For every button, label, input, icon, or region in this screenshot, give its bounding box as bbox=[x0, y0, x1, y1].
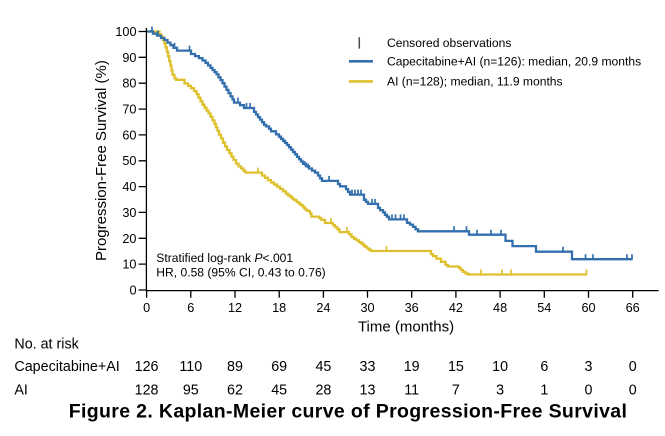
svg-text:12: 12 bbox=[228, 301, 242, 315]
svg-text:60: 60 bbox=[581, 301, 595, 315]
svg-text:19: 19 bbox=[404, 359, 420, 375]
svg-text:No. at risk: No. at risk bbox=[14, 337, 79, 353]
svg-text:HR, 0.58 (95% CI, 0.43 to 0.76: HR, 0.58 (95% CI, 0.43 to 0.76) bbox=[156, 266, 325, 280]
svg-text:33: 33 bbox=[360, 359, 376, 375]
svg-text:Capecitabine+AI (n=126): media: Capecitabine+AI (n=126): median, 20.9 mo… bbox=[387, 55, 641, 69]
svg-text:13: 13 bbox=[360, 382, 376, 398]
svg-text:128: 128 bbox=[135, 382, 159, 398]
svg-text:89: 89 bbox=[227, 359, 243, 375]
svg-text:Stratified log-rank P<.001: Stratified log-rank P<.001 bbox=[156, 251, 293, 265]
svg-text:Censored observations: Censored observations bbox=[387, 36, 511, 50]
svg-text:95: 95 bbox=[183, 382, 199, 398]
svg-text:0: 0 bbox=[629, 382, 637, 398]
svg-text:62: 62 bbox=[227, 382, 243, 398]
svg-text:11: 11 bbox=[404, 382, 419, 398]
svg-text:24: 24 bbox=[316, 301, 330, 315]
svg-text:7: 7 bbox=[452, 382, 460, 398]
svg-text:Capecitabine+AI: Capecitabine+AI bbox=[14, 359, 119, 375]
svg-text:0: 0 bbox=[585, 382, 593, 398]
svg-text:3: 3 bbox=[496, 382, 504, 398]
svg-text:28: 28 bbox=[315, 382, 331, 398]
svg-text:18: 18 bbox=[272, 301, 286, 315]
svg-text:69: 69 bbox=[271, 359, 287, 375]
svg-text:30: 30 bbox=[360, 301, 374, 315]
svg-text:100: 100 bbox=[115, 25, 136, 39]
svg-text:10: 10 bbox=[122, 258, 136, 272]
svg-text:6: 6 bbox=[540, 359, 548, 375]
svg-text:90: 90 bbox=[122, 51, 136, 65]
svg-text:Progression-Free Survival (%): Progression-Free Survival (%) bbox=[93, 60, 110, 261]
svg-text:50: 50 bbox=[122, 154, 136, 168]
svg-text:80: 80 bbox=[122, 77, 136, 91]
svg-text:66: 66 bbox=[626, 301, 640, 315]
svg-text:Time (months): Time (months) bbox=[358, 318, 454, 335]
svg-text:3: 3 bbox=[585, 359, 593, 375]
svg-text:0: 0 bbox=[143, 301, 150, 315]
svg-text:60: 60 bbox=[122, 128, 136, 142]
svg-text:36: 36 bbox=[405, 301, 419, 315]
svg-text:45: 45 bbox=[271, 382, 287, 398]
svg-text:AI (n=128); median, 11.9 month: AI (n=128); median, 11.9 months bbox=[387, 75, 563, 89]
svg-text:15: 15 bbox=[448, 359, 464, 375]
svg-text:48: 48 bbox=[493, 301, 507, 315]
svg-text:0: 0 bbox=[129, 284, 136, 298]
svg-text:70: 70 bbox=[122, 103, 136, 117]
svg-text:Figure 2. Kaplan-Meier curve o: Figure 2. Kaplan-Meier curve of Progress… bbox=[69, 401, 628, 423]
svg-text:20: 20 bbox=[122, 232, 136, 246]
svg-text:42: 42 bbox=[449, 301, 463, 315]
svg-text:0: 0 bbox=[629, 359, 637, 375]
svg-text:45: 45 bbox=[315, 359, 331, 375]
svg-text:30: 30 bbox=[122, 206, 136, 220]
svg-text:1: 1 bbox=[540, 382, 548, 398]
svg-text:54: 54 bbox=[537, 301, 551, 315]
svg-text:6: 6 bbox=[187, 301, 194, 315]
svg-text:110: 110 bbox=[179, 359, 202, 375]
svg-text:126: 126 bbox=[135, 359, 159, 375]
svg-text:40: 40 bbox=[122, 180, 136, 194]
svg-text:AI: AI bbox=[14, 382, 28, 398]
svg-text:10: 10 bbox=[492, 359, 508, 375]
